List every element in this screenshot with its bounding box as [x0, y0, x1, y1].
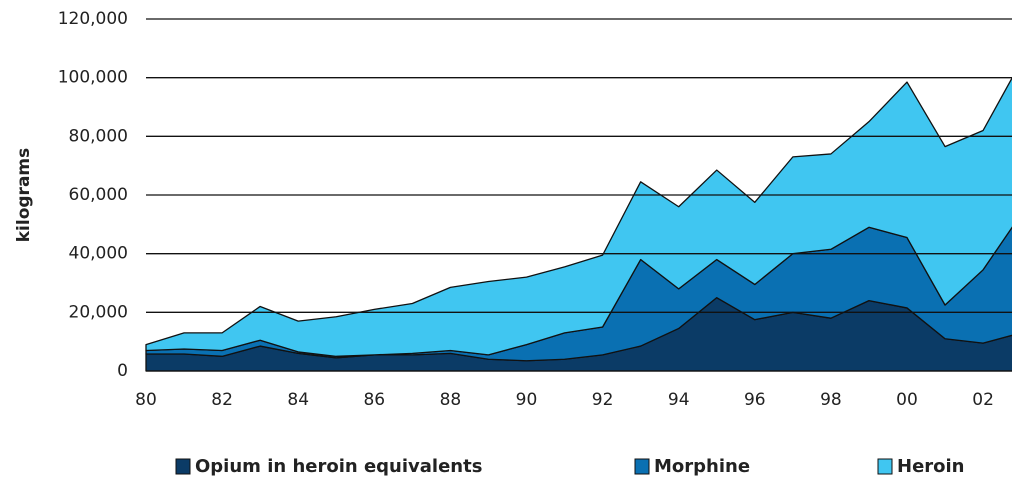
legend-label: Heroin: [897, 456, 965, 477]
x-tick-label: 88: [440, 390, 462, 410]
x-tick-label: 86: [363, 390, 385, 410]
area: [145, 76, 1012, 357]
legend-label: Morphine: [654, 456, 750, 477]
y-tick-label: 20,000: [69, 302, 128, 322]
y-tick-label: 120,000: [58, 9, 128, 29]
x-tick-label: 84: [287, 390, 309, 410]
x-tick-label: 82: [211, 390, 233, 410]
x-tick-label: 94: [668, 390, 690, 410]
y-tick-label: 100,000: [58, 68, 128, 88]
x-tick-label: 96: [744, 390, 766, 410]
x-tick-label: 98: [820, 390, 842, 410]
y-axis-label: kilograms: [14, 148, 34, 243]
x-tick-label: 80: [135, 390, 157, 410]
y-tick-label: 0: [117, 361, 128, 381]
x-tick-label: 90: [516, 390, 538, 410]
y-tick-label: 40,000: [69, 244, 128, 264]
x-tick-label: 92: [592, 390, 614, 410]
y-tick-label: 80,000: [69, 126, 128, 146]
legend-swatch: [877, 458, 893, 475]
plot-area: [145, 76, 1012, 372]
y-tick-label: 60,000: [69, 185, 128, 205]
x-tick-label: 00: [896, 390, 918, 410]
legend-swatch: [175, 458, 191, 475]
legend-label: Opium in heroin equivalents: [195, 456, 482, 477]
x-tick-label: 02: [972, 390, 994, 410]
legend-swatch: [634, 458, 650, 475]
